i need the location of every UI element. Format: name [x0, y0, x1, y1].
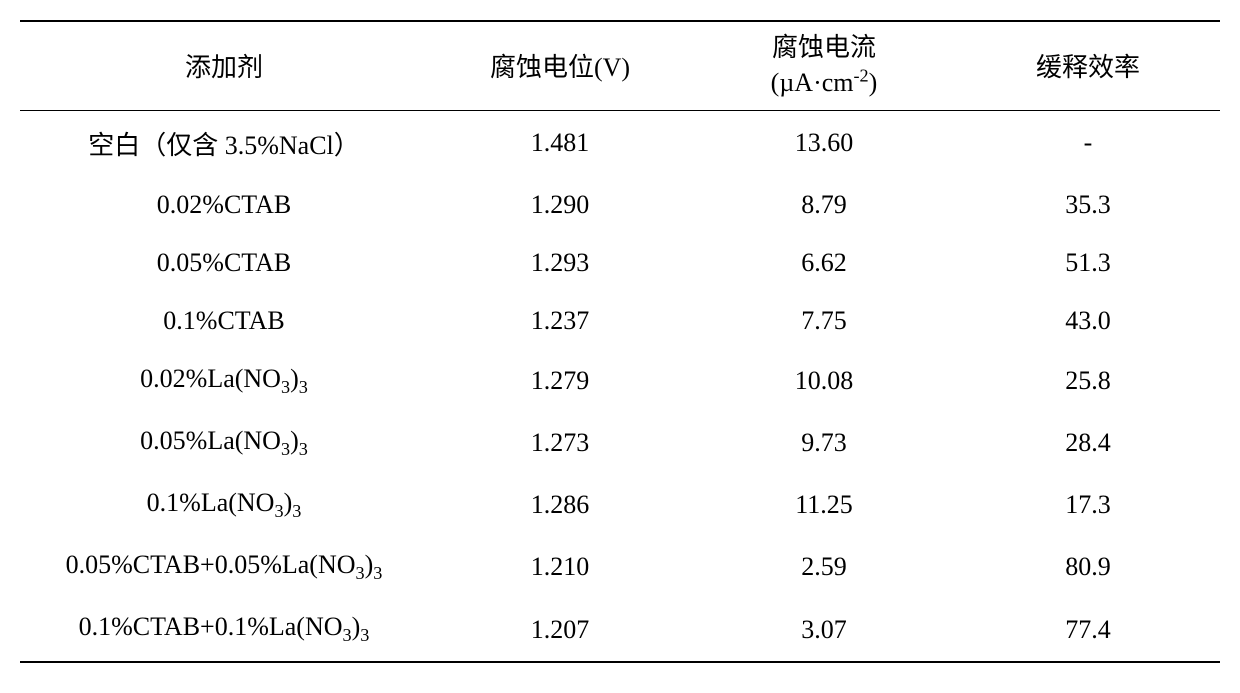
col-header-current-line2: (µA·cm-2) [771, 68, 878, 97]
cell-current: 10.08 [692, 350, 956, 412]
cell-potential: 1.210 [428, 536, 692, 598]
table-header-row: 添加剂 腐蚀电位(V) 腐蚀电流 (µA·cm-2) 缓释效率 [20, 21, 1220, 110]
cell-current: 8.79 [692, 176, 956, 234]
cell-potential: 1.286 [428, 474, 692, 536]
table-row: 0.02%CTAB1.2908.7935.3 [20, 176, 1220, 234]
table-row: 0.02%La(NO3)31.27910.0825.8 [20, 350, 1220, 412]
cell-efficiency: 77.4 [956, 598, 1220, 661]
cell-additive: 0.1%CTAB+0.1%La(NO3)3 [20, 598, 428, 661]
table-row: 0.05%CTAB+0.05%La(NO3)31.2102.5980.9 [20, 536, 1220, 598]
cell-additive: 0.05%La(NO3)3 [20, 412, 428, 474]
cell-current: 11.25 [692, 474, 956, 536]
cell-potential: 1.293 [428, 234, 692, 292]
cell-efficiency: 28.4 [956, 412, 1220, 474]
cell-efficiency: - [956, 110, 1220, 176]
cell-additive: 0.05%CTAB+0.05%La(NO3)3 [20, 536, 428, 598]
col-header-current: 腐蚀电流 (µA·cm-2) [692, 21, 956, 110]
cell-current: 6.62 [692, 234, 956, 292]
cell-efficiency: 17.3 [956, 474, 1220, 536]
col-header-additive: 添加剂 [20, 21, 428, 110]
cell-potential: 1.207 [428, 598, 692, 661]
corrosion-table-container: 添加剂 腐蚀电位(V) 腐蚀电流 (µA·cm-2) 缓释效率 空白（仅含 3.… [20, 20, 1220, 663]
cell-additive: 空白（仅含 3.5%NaCl） [20, 110, 428, 176]
cell-potential: 1.290 [428, 176, 692, 234]
cell-additive: 0.05%CTAB [20, 234, 428, 292]
cell-additive: 0.02%CTAB [20, 176, 428, 234]
cell-current: 9.73 [692, 412, 956, 474]
cell-additive: 0.02%La(NO3)3 [20, 350, 428, 412]
table-row: 0.1%CTAB+0.1%La(NO3)31.2073.0777.4 [20, 598, 1220, 661]
col-header-potential: 腐蚀电位(V) [428, 21, 692, 110]
cell-efficiency: 43.0 [956, 292, 1220, 350]
cell-potential: 1.481 [428, 110, 692, 176]
table-row: 0.1%CTAB1.2377.7543.0 [20, 292, 1220, 350]
cell-potential: 1.279 [428, 350, 692, 412]
cell-potential: 1.273 [428, 412, 692, 474]
cell-current: 3.07 [692, 598, 956, 661]
cell-efficiency: 25.8 [956, 350, 1220, 412]
col-header-current-line1: 腐蚀电流 [772, 33, 876, 62]
table-row: 0.05%La(NO3)31.2739.7328.4 [20, 412, 1220, 474]
table-body: 空白（仅含 3.5%NaCl）1.48113.60-0.02%CTAB1.290… [20, 110, 1220, 661]
cell-additive: 0.1%CTAB [20, 292, 428, 350]
cell-efficiency: 51.3 [956, 234, 1220, 292]
table-row: 0.05%CTAB1.2936.6251.3 [20, 234, 1220, 292]
cell-current: 2.59 [692, 536, 956, 598]
table-row: 0.1%La(NO3)31.28611.2517.3 [20, 474, 1220, 536]
cell-current: 13.60 [692, 110, 956, 176]
cell-potential: 1.237 [428, 292, 692, 350]
cell-efficiency: 80.9 [956, 536, 1220, 598]
cell-current: 7.75 [692, 292, 956, 350]
cell-additive: 0.1%La(NO3)3 [20, 474, 428, 536]
cell-efficiency: 35.3 [956, 176, 1220, 234]
table-row: 空白（仅含 3.5%NaCl）1.48113.60- [20, 110, 1220, 176]
col-header-efficiency: 缓释效率 [956, 21, 1220, 110]
corrosion-table: 添加剂 腐蚀电位(V) 腐蚀电流 (µA·cm-2) 缓释效率 空白（仅含 3.… [20, 20, 1220, 663]
